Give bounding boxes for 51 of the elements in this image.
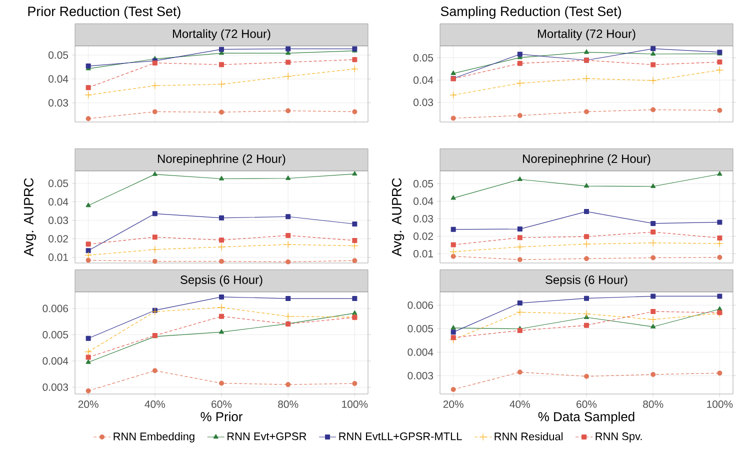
legend-label: RNN Spv.	[596, 432, 642, 442]
x-tick-label: 60%	[212, 400, 232, 408]
x-tick-label: 100%	[707, 400, 733, 408]
y-tick-label: 0.04	[48, 198, 68, 206]
chart-subtitle: Norepinephrine (2 Hour)	[523, 154, 650, 166]
x-tick-label: 20%	[443, 400, 464, 408]
y-tick-label: 0.05	[48, 51, 68, 59]
legend-label: RNN Embedding	[114, 432, 194, 442]
y-tick-label: 0.05	[48, 180, 68, 188]
legend-label: RNN EvtLL+GPSR-MTLL	[339, 432, 462, 440]
y-tick-label: 0.01	[48, 254, 68, 261]
y-tick-label: 0.03	[48, 99, 68, 107]
y-tick-label: 0.05	[414, 180, 434, 188]
y-tick-label: 0.01	[414, 250, 433, 258]
x-tick-label: 40%	[510, 400, 530, 408]
y-tick-label: 0.05	[414, 54, 434, 62]
x-tick-label: 40%	[144, 400, 166, 408]
x-tick-label: 20%	[78, 400, 98, 408]
y-tick-label: 0.004	[408, 348, 434, 356]
y-tick-label: 0.003	[408, 372, 434, 380]
chart-title: Sampling Reduction (Test Set)	[440, 6, 621, 19]
y-tick-label: 0.04	[414, 76, 434, 84]
x-axis-title: % Prior	[200, 412, 242, 422]
legend-label: RNN Residual	[494, 432, 563, 440]
y-tick-label: 0.006	[408, 301, 434, 309]
y-tick-label: 0.04	[414, 198, 434, 205]
y-tick-label: 0.006	[42, 304, 68, 312]
y-tick-label: 0.02	[48, 235, 68, 242]
y-tick-label: 0.02	[414, 232, 433, 240]
y-tick-label: 0.03	[414, 215, 434, 222]
y-axis-title: Avg. AUPRC	[392, 178, 404, 256]
legend-label: RNN Evt+GPSR	[228, 432, 306, 440]
y-tick-label: 0.004	[42, 357, 68, 365]
y-tick-label: 0.04	[48, 75, 68, 83]
y-tick-label: 0.005	[408, 324, 434, 332]
y-tick-label: 0.03	[48, 216, 68, 224]
y-tick-label: 0.005	[42, 331, 68, 338]
chart-subtitle: Mortality (72 Hour)	[538, 29, 636, 40]
chart-subtitle: Sepsis (6 Hour)	[180, 275, 262, 286]
y-tick-label: 0.03	[414, 98, 434, 106]
x-axis-title: % Data Sampled	[538, 412, 634, 424]
x-tick-label: 80%	[643, 400, 664, 408]
chart-subtitle: Norepinephrine (2 Hour)	[158, 154, 286, 166]
chart-subtitle: Mortality (72 Hour)	[173, 29, 270, 40]
x-tick-label: 60%	[576, 400, 597, 408]
y-axis-title: Avg. AUPRC	[24, 178, 36, 256]
y-tick-label: 0.003	[42, 383, 68, 391]
x-tick-label: 80%	[278, 400, 298, 408]
x-tick-label: 100%	[342, 400, 368, 408]
chart-subtitle: Sepsis (6 Hour)	[546, 275, 628, 286]
chart-title: Prior Reduction (Test Set)	[28, 6, 180, 19]
